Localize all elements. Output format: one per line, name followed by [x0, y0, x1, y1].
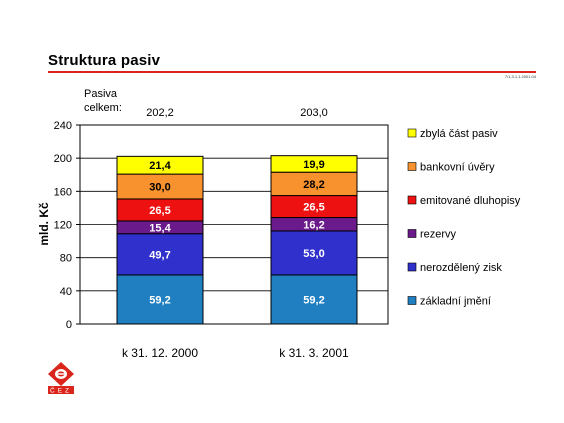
y-tick-label: 120	[54, 220, 72, 232]
y-tick-label: 160	[54, 186, 72, 198]
legend-swatch	[407, 262, 417, 272]
data-label: 49,7	[149, 249, 170, 261]
data-label: 26,5	[303, 202, 324, 214]
slide-title: Struktura pasiv	[48, 52, 161, 69]
bar-segment	[116, 155, 204, 175]
totals-label-line2: celkem:	[84, 102, 122, 114]
total-label: 202,2	[146, 107, 174, 119]
bar-segment	[116, 274, 204, 325]
data-label: 53,0	[303, 248, 324, 260]
data-label: 30,0	[149, 182, 170, 194]
legend-swatch	[407, 229, 417, 238]
data-label: 28,2	[303, 179, 324, 191]
data-label: 19,9	[303, 159, 324, 171]
x-category-label: k 31. 3. 2001	[279, 346, 349, 360]
y-tick-label: 40	[60, 286, 72, 298]
y-axis-label: mld. Kč	[37, 202, 51, 246]
legend-entry: emitované dluhopisy	[420, 195, 521, 207]
total-label: 203,0	[300, 107, 328, 119]
y-tick-label: 0	[66, 319, 72, 331]
data-label: 15,4	[149, 222, 171, 234]
legend-swatch	[407, 195, 417, 205]
svg-text:ČEZ: ČEZ	[50, 386, 72, 395]
bar-segment	[116, 173, 204, 200]
bar-segment	[270, 274, 358, 325]
data-label: 16,2	[303, 219, 324, 231]
legend-entry: zbylá část pasiv	[420, 128, 498, 140]
reference-code: 7/1.3.1.1.2001.04	[504, 74, 536, 79]
legend-swatch	[407, 162, 417, 171]
legend-entry: rezervy	[420, 229, 457, 241]
totals-label-line1: Pasiva	[84, 88, 118, 100]
data-label: 21,4	[149, 160, 171, 172]
cez-logo-icon: ČEZ	[48, 362, 74, 395]
y-tick-label: 200	[54, 153, 72, 165]
legend-entry: bankovní úvěry	[420, 162, 495, 174]
legend-entry: základní jmění	[420, 296, 491, 308]
legend-swatch	[407, 128, 417, 138]
legend-swatch	[407, 296, 417, 305]
bar-segment	[116, 233, 204, 276]
bar-segment	[270, 230, 358, 276]
bar-segment	[270, 155, 358, 173]
x-category-label: k 31. 12. 2000	[122, 346, 198, 360]
title-underline	[48, 71, 536, 73]
legend-entry: nerozdělený zisk	[420, 262, 502, 274]
data-label: 26,5	[149, 205, 170, 217]
y-tick-label: 240	[54, 120, 72, 132]
y-tick-label: 80	[60, 253, 72, 265]
data-label: 59,2	[149, 294, 170, 306]
data-label: 59,2	[303, 294, 324, 306]
